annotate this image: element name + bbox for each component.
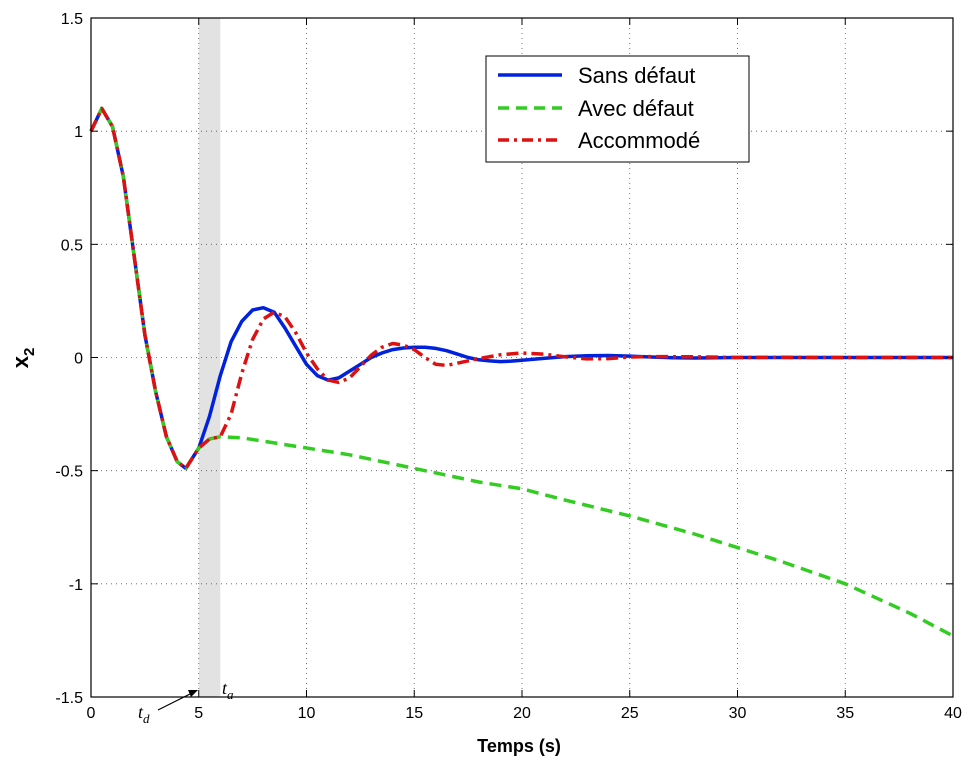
legend-label-sans-defaut: Sans défaut (578, 63, 695, 88)
y-tick-label: -1.5 (55, 690, 83, 707)
x-tick-label: 10 (298, 705, 316, 722)
td-arrowhead (188, 690, 198, 697)
x-tick-label: 40 (944, 705, 962, 722)
y-tick-label: -0.5 (55, 464, 83, 481)
y-axis-label-sub: 2 (21, 348, 38, 356)
ta-annotation-main: t (222, 678, 228, 698)
y-tick-label: 1.5 (61, 11, 83, 28)
x-tick-label: 25 (621, 705, 639, 722)
x-axis-label: Temps (s) (477, 736, 561, 756)
td-annotation-sub: d (143, 711, 150, 726)
x-tick-label: 5 (194, 705, 203, 722)
y-axis-label: x2 (8, 348, 38, 369)
x-tick-label: 35 (836, 705, 854, 722)
y-tick-label: 0.5 (61, 237, 83, 254)
legend: Sans défaut Avec défaut Accommodé (485, 55, 750, 163)
y-tick-label: 1 (74, 124, 83, 141)
x-tick-label: 20 (513, 705, 531, 722)
td-arrow (157, 691, 195, 711)
x-tick-label: 30 (729, 705, 747, 722)
td-annotation: td (138, 702, 150, 726)
y-tick-label: -1 (69, 577, 83, 594)
ta-annotation-sub: a (227, 687, 234, 702)
legend-label-avec-defaut: Avec défaut (578, 96, 694, 121)
td-annotation-main: t (138, 702, 144, 722)
x-tick-label: 15 (405, 705, 423, 722)
x-tick-label: 0 (87, 705, 96, 722)
ta-annotation: ta (222, 678, 234, 702)
fault-window-shading (198, 18, 221, 697)
y-axis-label-main: x (8, 355, 33, 368)
y-tick-label: 0 (74, 351, 83, 368)
legend-label-accommode: Accommodé (578, 128, 700, 153)
